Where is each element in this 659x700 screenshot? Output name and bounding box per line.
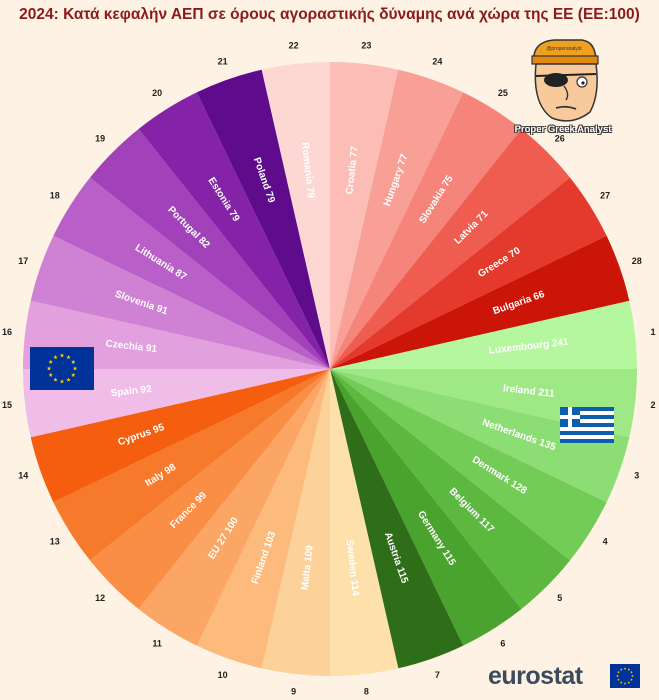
pie-slice-czechia — [23, 300, 330, 369]
pie-slice-lithuania — [53, 177, 331, 369]
pie-slice-belgium — [330, 369, 571, 610]
rank-label: 13 — [50, 536, 60, 546]
star-icon — [53, 377, 58, 382]
star-icon — [53, 354, 58, 360]
star-icon — [48, 359, 53, 364]
mascot-caption: Proper Greek Analyst — [514, 124, 612, 135]
rank-label: 1 — [650, 327, 655, 337]
rank-label: 21 — [218, 57, 228, 67]
rank-label: 3 — [634, 471, 639, 481]
rank-label: 9 — [291, 686, 296, 696]
star-icon — [630, 678, 633, 681]
slice-label: Croatia 77 — [344, 145, 360, 195]
pie-slice-poland — [196, 69, 330, 369]
rank-label: 14 — [18, 471, 28, 481]
pie-slice-cyprus — [30, 369, 330, 503]
rank-label: 22 — [289, 40, 299, 50]
star-icon — [627, 681, 631, 684]
star-icon — [623, 682, 627, 685]
rank-label: 11 — [152, 639, 162, 649]
star-icon — [59, 353, 65, 358]
star-icon — [48, 372, 53, 377]
rank-label: 7 — [435, 670, 440, 680]
rank-label: 18 — [50, 190, 60, 200]
pie-slice-estonia — [138, 92, 330, 370]
rank-label: 12 — [95, 593, 105, 603]
eurostat-logo: eurostat — [488, 660, 648, 692]
eu-flag-icon — [30, 347, 94, 390]
eurostat-wordmark: eurostat — [488, 662, 583, 690]
rank-label: 24 — [432, 57, 442, 67]
pie-slice-luxembourg — [330, 300, 637, 369]
star-icon — [619, 681, 623, 684]
rank-label: 8 — [364, 686, 369, 696]
greek-flag-icon — [560, 407, 614, 443]
pie-slice-slovenia — [30, 235, 330, 369]
rank-label: 19 — [95, 134, 105, 144]
star-icon — [630, 670, 633, 674]
star-icon — [631, 674, 634, 678]
pie-slice-slovakia — [330, 92, 522, 370]
pie-slice-bulgaria — [330, 235, 630, 369]
pie-slice-finland — [196, 369, 330, 669]
star-icon — [616, 674, 619, 678]
pie-slice-denmark — [330, 369, 607, 561]
mascot-hat-text: @properanalyst — [546, 46, 582, 52]
rank-label: 26 — [555, 134, 565, 144]
rank-label: 6 — [500, 639, 505, 649]
eurostat-flag-icon — [610, 664, 640, 688]
rank-label: 5 — [557, 593, 562, 603]
star-icon — [59, 379, 65, 384]
slice-label: Malta 109 — [300, 544, 316, 590]
star-icon — [71, 372, 76, 377]
star-icon — [623, 667, 627, 670]
rank-label: 15 — [2, 400, 12, 410]
rank-label: 20 — [152, 88, 162, 98]
star-icon — [619, 668, 623, 671]
pie-slice-austria — [330, 369, 464, 669]
rank-label: 10 — [218, 670, 228, 680]
star-icon — [627, 668, 631, 671]
rank-label: 27 — [600, 190, 610, 200]
rank-label: 23 — [361, 40, 371, 50]
mascot-icon: @properanalyst — [531, 39, 599, 122]
rank-label: 4 — [603, 536, 608, 546]
pie-slice-france — [89, 369, 330, 610]
pie-slice-sweden — [330, 369, 399, 676]
slice-label: Spain 92 — [110, 384, 153, 400]
pie-slice-croatia — [330, 62, 399, 369]
pie-slice-malta — [261, 369, 330, 676]
star-icon — [617, 678, 620, 681]
rank-label: 17 — [18, 256, 28, 266]
pie-slice-germany — [330, 369, 522, 646]
pie-slice-netherlands — [330, 369, 630, 503]
rank-label: 25 — [498, 88, 508, 98]
pie-slice-latvia — [330, 128, 571, 369]
chart-title: 2024: Κατά κεφαλήν ΑΕΠ σε όρους αγοραστι… — [19, 6, 640, 23]
star-icon — [66, 377, 71, 382]
star-icon — [617, 670, 620, 674]
rank-label: 2 — [650, 400, 655, 410]
star-icon — [71, 359, 76, 364]
pie-slice-hungary — [330, 69, 464, 369]
star-icon — [66, 354, 71, 360]
pie-slice-romania — [261, 62, 330, 369]
pie-slice-eu-27 — [138, 369, 330, 646]
pie-slice-italy — [53, 369, 331, 561]
pie-slice-greece — [330, 177, 607, 369]
rank-label: 16 — [2, 327, 12, 337]
rank-label: 28 — [632, 256, 642, 266]
star-icon — [72, 366, 78, 371]
pie-slice-portugal — [89, 128, 330, 369]
star-icon — [46, 366, 52, 371]
pie-slice-spain — [23, 369, 330, 438]
